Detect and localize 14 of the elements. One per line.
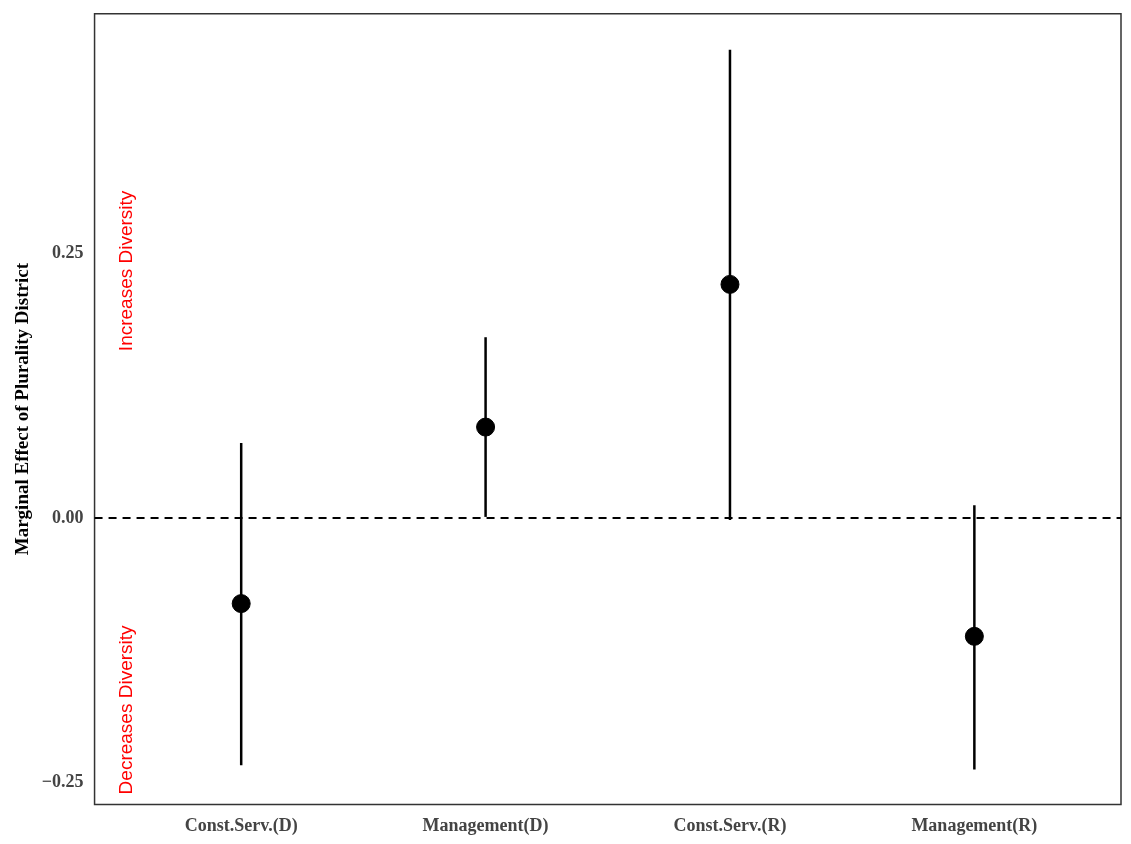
- point: [476, 417, 496, 437]
- point: [231, 594, 251, 614]
- y-tick-label: −0.25: [41, 770, 84, 791]
- point: [964, 626, 984, 646]
- x-tick-label: Const.Serv.(R): [673, 814, 787, 836]
- annotation: Decreases Diversity: [114, 624, 136, 795]
- y-axis-title: Marginal Effect of Plurality District: [11, 262, 33, 556]
- point: [720, 274, 740, 294]
- annotation: Increases Diversity: [114, 190, 136, 352]
- x-tick-label: Management(D): [422, 814, 549, 836]
- x-tick-label: Const.Serv.(D): [184, 814, 298, 836]
- y-tick-label: 0.25: [52, 242, 84, 263]
- y-tick-label: 0.00: [52, 506, 84, 527]
- x-tick-label: Management(R): [911, 814, 1038, 836]
